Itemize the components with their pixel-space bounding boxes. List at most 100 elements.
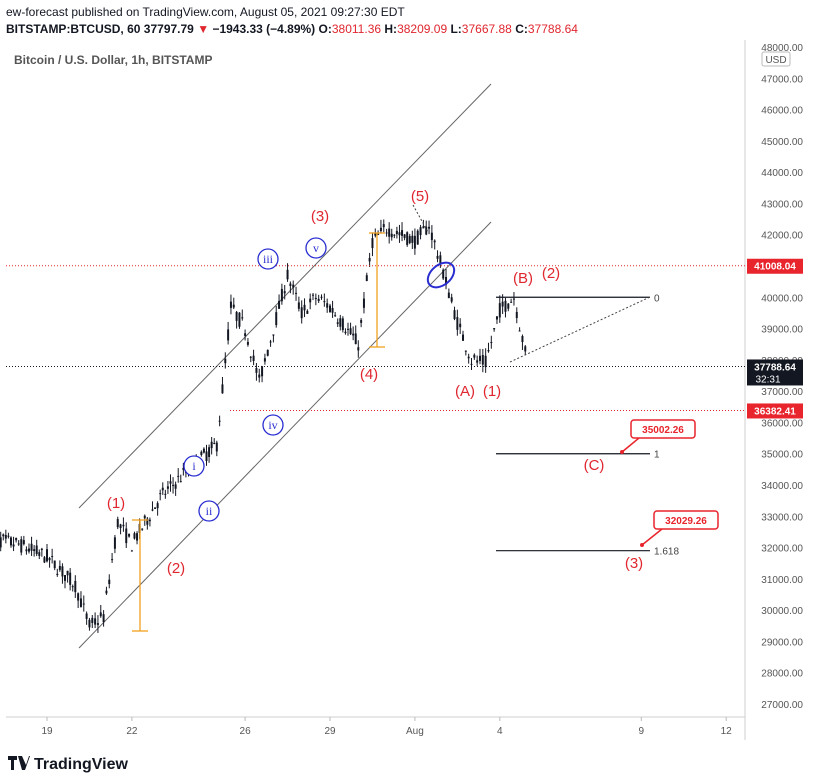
candle-body <box>393 234 396 236</box>
target-dot <box>620 450 624 454</box>
wave-label-red: (3) <box>625 555 643 572</box>
candle-body <box>227 329 230 341</box>
candle-body <box>336 322 339 324</box>
change: −1943.33 (−4.89%) <box>212 22 316 36</box>
x-tick-label: 12 <box>721 726 733 737</box>
candle-body <box>46 549 48 562</box>
target-pointer <box>641 528 663 546</box>
candle-body <box>390 233 393 238</box>
candle-body <box>261 366 264 377</box>
wave-label-blue: iv <box>268 418 277 432</box>
candle-body <box>403 234 406 238</box>
candle-body <box>445 276 448 285</box>
candle-body <box>379 227 382 232</box>
candle-body <box>263 358 266 362</box>
candle-body <box>371 238 374 249</box>
candle-body <box>484 355 487 368</box>
candle-body <box>504 300 507 312</box>
candle-body <box>447 292 450 299</box>
candle-body <box>493 328 496 330</box>
y-tick-label: 44000.00 <box>761 168 803 179</box>
candle-body <box>166 486 169 489</box>
wave-label-red: (3) <box>311 208 329 225</box>
candle-body <box>269 341 272 343</box>
candle-body <box>82 603 85 605</box>
candle-body <box>339 318 342 327</box>
candle-body <box>94 618 97 625</box>
wave-label-blue: v <box>313 241 319 255</box>
candle-body <box>246 341 249 345</box>
fib-level-label: 0 <box>654 293 660 304</box>
candle-body <box>20 539 23 553</box>
currency-badge <box>761 51 791 67</box>
y-tick-label: 39000.00 <box>761 325 803 336</box>
y-tick-label: 48000.00 <box>761 43 803 54</box>
channel-lower-line <box>78 221 492 649</box>
candle-body <box>524 346 527 352</box>
candle-body <box>15 537 18 541</box>
price-tag <box>747 258 803 274</box>
price-tag-label: 37788.64 <box>754 362 796 373</box>
y-tick-label: 47000.00 <box>761 74 803 85</box>
y-tick-label: 37000.00 <box>761 387 803 398</box>
candle-body <box>33 549 36 552</box>
candle-body <box>374 233 377 236</box>
candle-body <box>133 533 136 539</box>
x-tick-label: 22 <box>126 726 138 737</box>
candle-body <box>518 330 521 332</box>
candle-body <box>487 350 490 352</box>
candle-body <box>111 559 114 561</box>
last-price: 37797.79 <box>143 22 194 36</box>
candle-body <box>436 255 439 259</box>
candle-body <box>241 317 244 319</box>
target-box <box>630 419 696 439</box>
candle-body <box>143 515 146 519</box>
candle-body <box>79 598 82 608</box>
candle-body <box>510 301 513 303</box>
candle-body <box>362 298 365 308</box>
target-box-label: 35002.26 <box>642 425 684 436</box>
candle-body <box>38 552 41 556</box>
candle-body <box>490 342 493 344</box>
target-box <box>653 510 719 530</box>
x-tick-label: 4 <box>497 726 503 737</box>
candle-body <box>442 269 445 279</box>
target-pointer <box>621 437 640 453</box>
candle-body <box>401 230 404 236</box>
candle-body <box>312 294 315 296</box>
candle-body <box>314 297 317 300</box>
candle-body <box>215 442 218 452</box>
high-value: 38209.09 <box>397 22 448 36</box>
currency-label: USD <box>765 55 786 66</box>
candle-body <box>280 288 283 302</box>
candle-body <box>306 310 309 314</box>
candle-body <box>43 557 46 563</box>
candle-body <box>507 303 510 309</box>
candle-body <box>125 528 128 544</box>
candle-body <box>159 493 162 495</box>
candle-body <box>272 334 275 336</box>
candle-body <box>169 481 172 484</box>
x-tick-label: 19 <box>41 726 53 737</box>
candle-body <box>419 227 422 236</box>
candle-body <box>7 535 10 537</box>
candle-body <box>218 420 221 422</box>
candle-body <box>108 579 111 585</box>
candle-body <box>408 236 411 244</box>
candle-body <box>221 384 224 394</box>
candle-body <box>99 612 102 617</box>
candle-body <box>17 543 20 545</box>
candle-body <box>66 570 69 576</box>
price-tag <box>747 359 803 386</box>
fib-level-label: 1 <box>654 450 660 461</box>
wave-label-blue-ring <box>198 500 220 522</box>
candle-body <box>289 283 292 287</box>
tradingview-logo[interactable]: TradingView <box>8 756 128 774</box>
candle-body <box>25 549 28 552</box>
price-tag <box>747 403 803 419</box>
open-value: 38011.36 <box>331 22 382 36</box>
candle-body <box>4 534 7 539</box>
target-dot <box>640 543 644 547</box>
candle-body <box>141 528 144 530</box>
